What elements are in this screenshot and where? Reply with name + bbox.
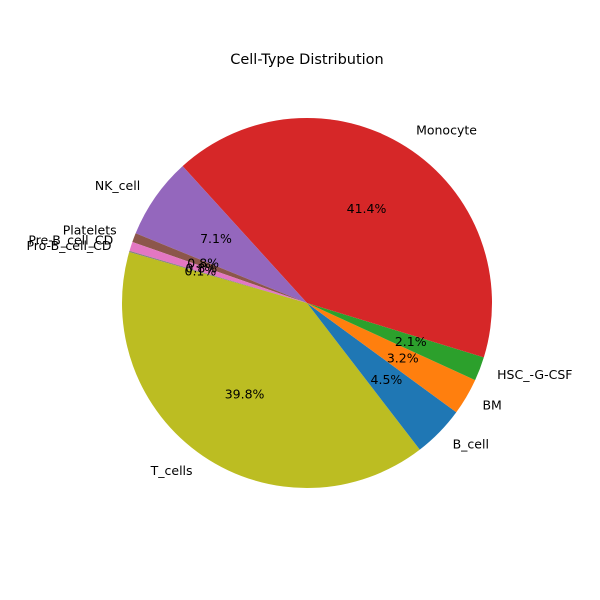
slice-label-t-cells: T_cells	[150, 463, 193, 478]
slice-label-pre-b-cell-cd: Pre-B_cell_CD	[28, 232, 113, 247]
pie-slice-platelets	[132, 233, 307, 303]
pie-labels: T_cells 39.8% B_cell 4.5% BM 3.2% HSC_-G-CSF 2.…	[26, 123, 572, 478]
slice-label-bm: BM	[482, 398, 501, 413]
slice-label-pro-b-cell-cd: Pro-B_cell_CD	[26, 238, 111, 253]
pie-slice-hsc-g-csf	[307, 303, 484, 381]
pie-slice-b-cell	[307, 303, 457, 450]
slice-label-monocyte: Monocyte	[416, 123, 477, 138]
slice-pct-platelets: 0.8%	[187, 255, 219, 270]
pie-slices	[121, 117, 493, 489]
slice-label-nk-cell: NK_cell	[95, 178, 140, 193]
pie-slice-pro-b-cell-cd	[129, 250, 307, 303]
slice-pct-t-cells: 39.8%	[225, 386, 265, 401]
slice-pct-pro-b-cell-cd: 0.1%	[185, 264, 217, 279]
pie-slice-t-cells	[121, 252, 420, 489]
slice-pct-nk-cell: 7.1%	[200, 231, 232, 246]
slice-pct-bm: 3.2%	[387, 351, 419, 366]
slice-pct-monocyte: 41.4%	[347, 201, 387, 216]
slice-label-hsc-g-csf: HSC_-G-CSF	[497, 367, 572, 382]
chart-title: Cell-Type Distribution	[230, 52, 384, 68]
pie-slice-monocyte	[182, 117, 493, 358]
pie-slice-bm	[307, 303, 476, 413]
slice-label-b-cell: B_cell	[453, 437, 489, 452]
slice-pct-b-cell: 4.5%	[371, 372, 403, 387]
slice-pct-hsc-g-csf: 2.1%	[395, 334, 427, 349]
pie-slice-nk-cell	[135, 166, 307, 303]
slice-pct-pre-b-cell-cd: 0.8%	[185, 261, 217, 276]
pie-slice-pre-b-cell-cd	[129, 242, 307, 303]
slice-label-platelets: Platelets	[63, 223, 117, 238]
